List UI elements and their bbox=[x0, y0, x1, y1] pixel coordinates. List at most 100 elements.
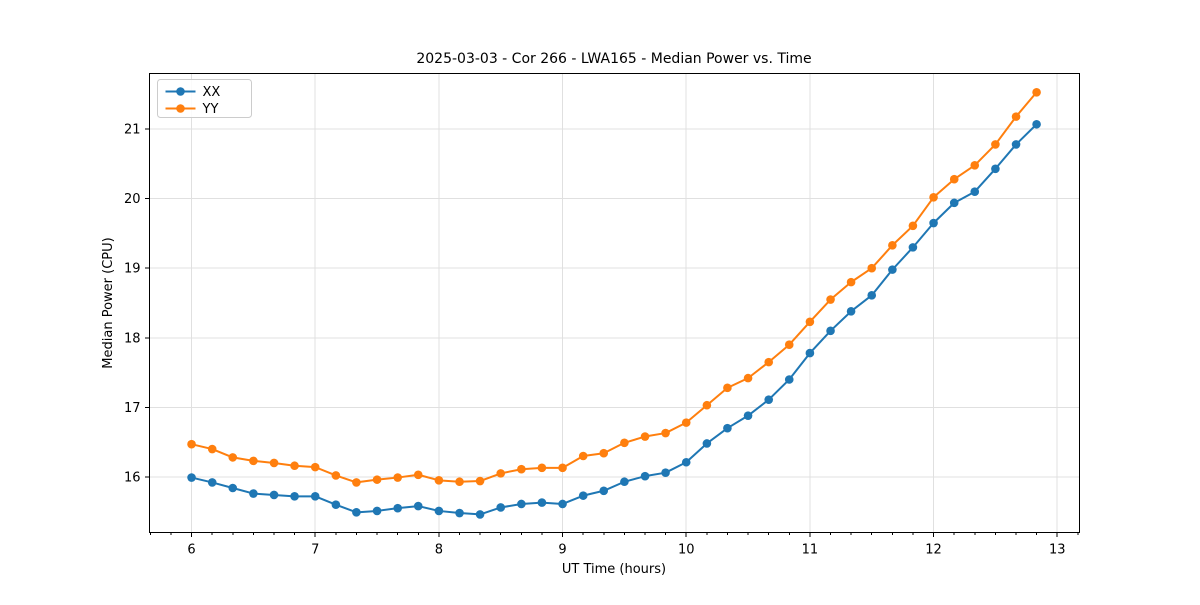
data-point-xx bbox=[991, 164, 1000, 174]
legend-label-xx: XX bbox=[203, 85, 221, 100]
data-point-xx bbox=[661, 468, 670, 477]
data-point-yy bbox=[846, 277, 856, 287]
data-point-xx bbox=[207, 478, 217, 487]
x-axis-label: UT Time (hours) bbox=[562, 562, 666, 577]
data-point-yy bbox=[228, 453, 238, 462]
data-point-xx bbox=[702, 439, 712, 448]
data-point-yy bbox=[187, 439, 196, 449]
data-point-yy bbox=[517, 464, 526, 474]
y-tick-label-18: 18 bbox=[124, 331, 141, 346]
data-point-yy bbox=[434, 476, 444, 485]
data-point-xx bbox=[681, 457, 691, 467]
data-point-yy bbox=[352, 478, 361, 487]
x-tick-label-8: 8 bbox=[435, 543, 443, 558]
y-axis-label: Median Power (CPU) bbox=[101, 237, 116, 368]
x-tick-label-11: 11 bbox=[802, 543, 819, 558]
data-point-xx bbox=[352, 508, 361, 517]
legend-entry-yy: YY bbox=[165, 102, 218, 117]
data-point-xx bbox=[269, 490, 279, 500]
data-point-yy bbox=[681, 418, 691, 427]
data-point-yy bbox=[743, 373, 753, 383]
y-tick-label-21: 21 bbox=[124, 123, 141, 138]
data-point-xx bbox=[537, 498, 547, 507]
grid bbox=[149, 73, 1080, 533]
data-point-yy bbox=[661, 428, 670, 438]
data-point-yy bbox=[413, 470, 423, 480]
data-point-yy bbox=[393, 473, 403, 482]
data-point-yy bbox=[269, 458, 279, 468]
data-point-xx bbox=[310, 492, 320, 501]
data-point-yy bbox=[888, 240, 897, 250]
legend-sample-yy-marker bbox=[176, 104, 185, 113]
data-point-xx bbox=[496, 503, 506, 512]
data-point-yy bbox=[867, 263, 877, 273]
series-xx-line bbox=[190, 123, 1038, 516]
data-point-yy bbox=[826, 295, 835, 304]
series-layer bbox=[187, 87, 1041, 519]
data-point-yy bbox=[805, 317, 815, 327]
data-point-xx bbox=[723, 423, 732, 433]
data-point-yy bbox=[310, 462, 320, 472]
y-tick-label-20: 20 bbox=[124, 192, 141, 207]
plot-area-border bbox=[149, 73, 1080, 533]
data-point-yy bbox=[496, 469, 506, 478]
data-point-yy bbox=[1011, 112, 1021, 121]
data-point-xx bbox=[1011, 140, 1021, 149]
data-point-yy bbox=[249, 456, 258, 466]
x-tick-label-13: 13 bbox=[1049, 543, 1066, 558]
data-point-xx bbox=[743, 411, 753, 420]
data-point-xx bbox=[517, 499, 526, 509]
y-tick-label-16: 16 bbox=[124, 470, 141, 485]
data-point-xx bbox=[434, 506, 444, 516]
data-point-xx bbox=[455, 508, 464, 518]
data-point-yy bbox=[372, 475, 382, 484]
data-point-yy bbox=[537, 463, 547, 473]
x-tick-label-10: 10 bbox=[678, 543, 695, 558]
data-point-xx bbox=[290, 492, 299, 501]
x-tick-label-12: 12 bbox=[925, 543, 942, 558]
data-point-xx bbox=[970, 187, 980, 197]
data-point-yy bbox=[929, 192, 938, 202]
data-point-xx bbox=[929, 218, 938, 228]
data-point-xx bbox=[228, 483, 238, 493]
data-point-yy bbox=[290, 461, 299, 471]
data-point-xx bbox=[372, 506, 382, 516]
axes-ticks: 6 7 8 9 10 11 12 13 16 17 18 19 20 21 bbox=[124, 123, 1079, 558]
data-point-yy bbox=[970, 161, 980, 170]
data-point-xx bbox=[908, 243, 918, 252]
x-tick-label-7: 7 bbox=[311, 543, 319, 558]
data-point-xx bbox=[640, 471, 650, 481]
data-point-xx bbox=[1032, 119, 1041, 129]
data-point-yy bbox=[723, 383, 732, 393]
legend: XX YY bbox=[157, 79, 252, 118]
series-yy-line bbox=[190, 91, 1038, 484]
series-yy-markers bbox=[187, 87, 1041, 487]
x-tick-label-6: 6 bbox=[187, 543, 195, 558]
data-point-xx bbox=[393, 503, 403, 513]
y-tick-label-17: 17 bbox=[124, 401, 141, 416]
data-point-yy bbox=[475, 476, 485, 486]
data-point-xx bbox=[620, 477, 629, 487]
data-point-yy bbox=[331, 471, 341, 480]
data-point-xx bbox=[805, 348, 815, 358]
series-xx-markers bbox=[187, 119, 1041, 519]
data-point-xx bbox=[187, 473, 196, 482]
data-point-xx bbox=[558, 499, 567, 509]
data-point-yy bbox=[949, 174, 959, 184]
data-point-yy bbox=[991, 140, 1000, 149]
data-point-yy bbox=[558, 463, 567, 473]
data-point-xx bbox=[867, 291, 877, 300]
data-point-xx bbox=[888, 265, 897, 274]
data-point-xx bbox=[331, 500, 341, 509]
data-point-yy bbox=[455, 477, 464, 487]
chart-title: 2025-03-03 - Cor 266 - LWA165 - Median P… bbox=[416, 51, 811, 67]
data-point-xx bbox=[578, 491, 588, 500]
data-point-yy bbox=[207, 444, 217, 454]
legend-entry-xx: XX bbox=[165, 85, 221, 100]
data-point-yy bbox=[599, 448, 609, 458]
data-point-yy bbox=[702, 400, 712, 410]
data-point-xx bbox=[413, 501, 423, 511]
data-point-xx bbox=[846, 307, 856, 316]
